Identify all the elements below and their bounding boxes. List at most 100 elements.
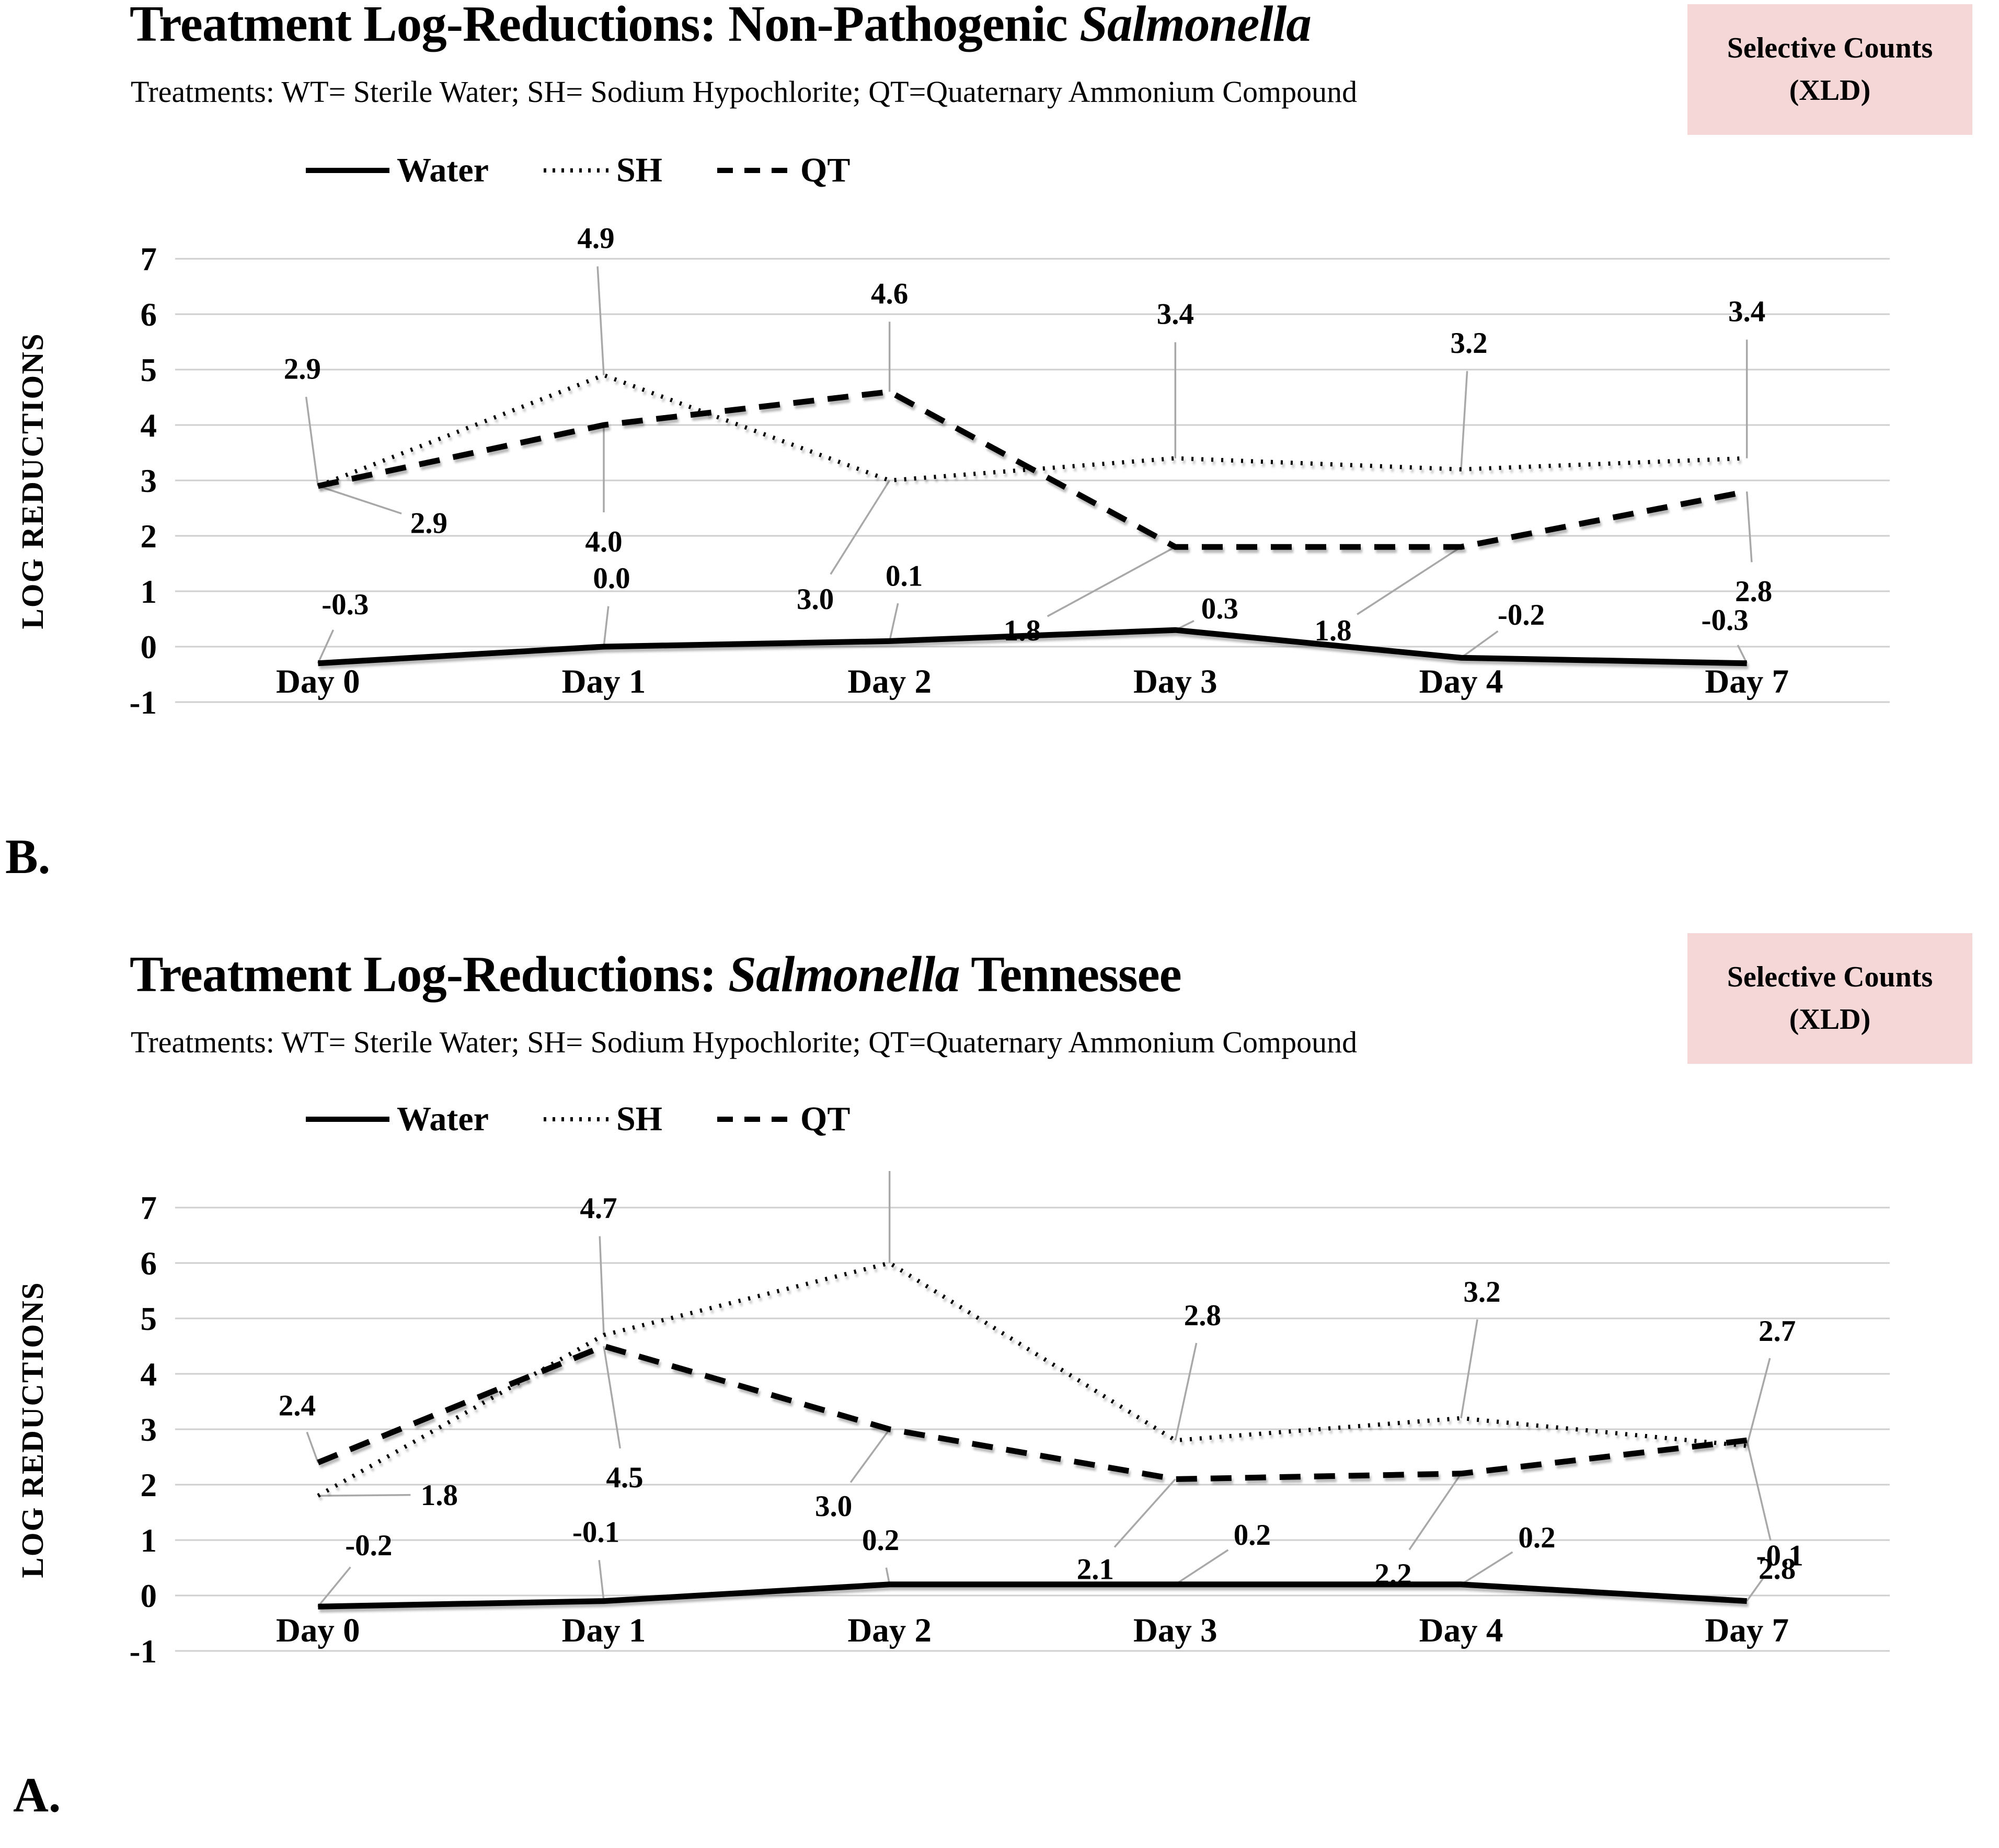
data-label-qt: 1.8 [1314, 614, 1351, 647]
label-leader-line [1460, 1319, 1478, 1419]
data-label-water: 0.2 [1518, 1521, 1555, 1554]
x-tick-label: Day 0 [276, 1612, 360, 1649]
label-leader-line [599, 1236, 605, 1335]
x-tick-label: Day 4 [1419, 1612, 1503, 1649]
label-leader-line [603, 1346, 622, 1449]
y-tick-label: 0 [141, 1578, 157, 1614]
x-tick-label: Day 2 [847, 663, 932, 701]
legend-label-sh: SH [616, 1100, 662, 1138]
data-label-sh: 4.7 [580, 1192, 617, 1225]
data-label-sh: 3.2 [1463, 1276, 1500, 1308]
data-label-sh: 3.0 [797, 583, 834, 616]
data-label-sh: 2.7 [1759, 1315, 1796, 1348]
label-leader-line [317, 485, 402, 515]
legend-label-water: Water [397, 151, 489, 189]
x-tick-label: Day 1 [562, 1612, 646, 1649]
label-leader-line [1357, 546, 1462, 615]
label-leader-line [603, 606, 610, 647]
data-label-qt: 2.4 [279, 1390, 316, 1422]
x-tick-label: Day 7 [1705, 1612, 1789, 1649]
legend-swatch-sh-line [543, 1117, 609, 1121]
data-label-qt: 4.5 [606, 1461, 643, 1494]
y-tick-label: 7 [141, 1190, 157, 1226]
legend-label-qt: QT [800, 1100, 851, 1138]
label-leader-line [1746, 1578, 1764, 1602]
legend: Water SH QT [306, 151, 905, 190]
y-tick-label: 3 [141, 1411, 157, 1448]
y-tick-label: 1 [141, 1522, 157, 1559]
series-line-water [318, 627, 1747, 667]
title-italic: Salmonella [728, 946, 960, 1002]
x-tick-label: Day 0 [276, 663, 360, 701]
data-label-qt: 2.9 [410, 507, 447, 540]
badge-line2: (XLD) [1789, 74, 1871, 107]
label-leader-line [1174, 1342, 1198, 1441]
label-leader-line [888, 603, 899, 641]
data-label-sh: 2.9 [284, 353, 321, 386]
panel-letter-b: B. [5, 830, 51, 884]
label-leader-line [1745, 1440, 1772, 1541]
y-tick-label: 4 [141, 407, 157, 444]
chart-subtitle: Treatments: WT= Sterile Water; SH= Sodiu… [131, 75, 1358, 109]
data-label-sh: 4.9 [577, 222, 614, 255]
y-tick-label: 2 [141, 1467, 157, 1503]
label-leader-line [317, 1566, 351, 1608]
label-leader-line [1461, 1551, 1513, 1586]
y-tick-label: -1 [130, 684, 157, 721]
y-tick-label: 5 [141, 1301, 157, 1337]
legend-item-water: Water [306, 1099, 489, 1139]
label-leader-line [596, 266, 605, 375]
badge-line1: Selective Counts [1727, 31, 1933, 64]
data-label-qt: 2.8 [1735, 575, 1772, 608]
label-leader-line [1047, 546, 1176, 617]
y-tick-label: -1 [130, 1633, 157, 1670]
y-tick-label: 2 [141, 518, 157, 555]
label-leader-line [317, 629, 335, 664]
label-leader-line [306, 1431, 319, 1463]
data-label-water: -0.3 [321, 588, 369, 621]
series-line-sh [317, 1260, 1748, 1498]
x-tick-label: Day 7 [1705, 663, 1789, 701]
data-label-water: -0.3 [1702, 604, 1749, 637]
y-tick-label: 3 [141, 463, 157, 499]
data-label-water: -0.2 [345, 1529, 392, 1562]
y-tick-label: 4 [141, 1356, 157, 1393]
data-label-water: 0.2 [862, 1524, 899, 1557]
y-axis-title: LOG REDUCTIONS [15, 332, 50, 629]
legend-item-qt: QT [717, 151, 850, 190]
legend-item-sh: SH [543, 1099, 662, 1139]
label-leader-line [849, 1428, 891, 1483]
x-tick-label: Day 1 [562, 663, 646, 701]
y-tick-label: 5 [141, 352, 157, 388]
data-label-water: -0.2 [1498, 599, 1545, 632]
y-tick-label: 6 [141, 1245, 157, 1282]
label-leader-line [1175, 1549, 1229, 1586]
legend-label-water: Water [397, 1100, 489, 1138]
y-tick-label: 6 [141, 296, 157, 333]
label-leader-line [598, 1560, 605, 1601]
label-leader-line [830, 480, 891, 575]
data-label-sh: 3.4 [1728, 295, 1765, 328]
title-prefix: Treatment Log-Reductions: [130, 946, 729, 1002]
series-line-water [318, 1581, 1747, 1610]
x-tick-label: Day 3 [1133, 1612, 1217, 1649]
legend-swatch-water-line [306, 168, 389, 173]
panel-letter-a: A. [13, 1768, 61, 1822]
label-leader-line [1745, 491, 1753, 563]
data-label-water: 0.0 [593, 562, 630, 595]
chart-title: Treatment Log-Reductions: Non-Pathogenic… [130, 0, 1312, 53]
legend-label-qt: QT [800, 151, 851, 189]
chart-subtitle: Treatments: WT= Sterile Water; SH= Sodiu… [131, 1025, 1358, 1059]
title-prefix: Treatment Log-Reductions: Non-Pathogenic [130, 0, 1080, 52]
data-label-qt: 4.0 [585, 525, 622, 558]
series-line-qt [317, 388, 1748, 550]
data-label-qt: 2.2 [1374, 1558, 1411, 1591]
selective-counts-badge: Selective Counts (XLD) [1687, 4, 1972, 135]
selective-counts-badge: Selective Counts (XLD) [1687, 933, 1972, 1064]
data-label-qt: 2.8 [1759, 1553, 1796, 1586]
legend-item-sh: SH [543, 151, 662, 190]
data-label-qt: 1.8 [1004, 614, 1041, 647]
line-plot-top: 7 6 5 4 3 2 1 0 -1 LOG REDUCTIONS Day 0 Day 1 Day 2 D… [15, 222, 1890, 721]
data-label-water: 0.3 [1201, 592, 1238, 625]
data-label-sh: 3.4 [1157, 298, 1194, 331]
